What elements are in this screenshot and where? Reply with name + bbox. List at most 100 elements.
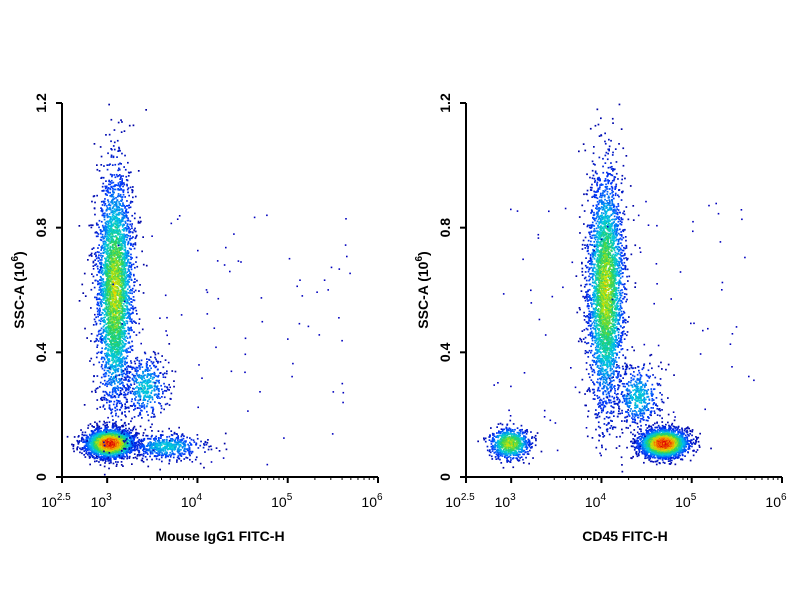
event-dot <box>122 453 125 456</box>
event-dot <box>89 434 92 437</box>
event-dot <box>106 303 108 305</box>
event-dot <box>106 286 108 288</box>
event-dot <box>106 284 108 286</box>
event-dot <box>72 444 75 446</box>
event-dot <box>119 149 121 152</box>
event-dot <box>96 232 99 234</box>
event-dot <box>95 235 98 238</box>
event-dot <box>107 250 110 252</box>
event-dot <box>125 292 127 294</box>
event-dot <box>93 195 96 197</box>
event-dot <box>117 182 120 184</box>
event-dot <box>107 201 110 203</box>
event-dot <box>100 246 103 248</box>
event-dot <box>125 362 128 364</box>
event-dot <box>122 278 124 281</box>
event-dot <box>125 258 127 260</box>
event-dot <box>97 431 100 433</box>
event-dot <box>117 389 120 392</box>
event-dot <box>97 330 100 333</box>
event-dot <box>106 256 109 259</box>
event-dot <box>123 271 126 273</box>
event-dot <box>95 455 98 458</box>
event-dot <box>137 220 140 223</box>
event-dot <box>111 241 113 244</box>
event-dot <box>109 249 112 251</box>
event-dot <box>134 230 137 233</box>
event-dot <box>115 366 117 368</box>
event-dot <box>96 430 99 433</box>
event-dot <box>100 434 103 437</box>
event-dot <box>115 461 117 463</box>
event-dot <box>106 226 108 229</box>
event-dot <box>126 454 128 457</box>
event-dot <box>118 365 121 367</box>
event-dot <box>81 437 83 440</box>
event-dot <box>92 261 95 264</box>
event-dot <box>124 286 126 288</box>
event-dot <box>120 432 123 435</box>
event-dot <box>85 440 87 443</box>
event-dot <box>119 335 122 338</box>
event-dot <box>104 355 107 357</box>
event-dot <box>95 296 98 299</box>
event-dot <box>122 216 125 218</box>
event-dot <box>110 400 112 403</box>
event-dot <box>111 219 114 222</box>
event-dot <box>101 230 104 233</box>
event-dot <box>125 216 128 219</box>
event-dot <box>118 408 121 411</box>
event-dot <box>103 267 106 270</box>
event-dot <box>93 286 96 289</box>
event-dot <box>88 441 90 444</box>
event-dot <box>122 193 125 196</box>
event-dot <box>130 253 132 256</box>
event-dot <box>113 343 116 345</box>
event-dot <box>120 131 123 133</box>
event-dot <box>120 358 123 360</box>
event-dot <box>126 254 128 257</box>
event-dot <box>127 279 129 282</box>
event-dot <box>101 185 104 188</box>
event-dot <box>126 219 129 222</box>
event-dot <box>104 260 107 263</box>
event-dot <box>117 233 119 236</box>
event-dot <box>135 261 137 263</box>
event-dot <box>128 255 130 257</box>
event-dot <box>83 441 86 443</box>
event-dot <box>95 254 97 257</box>
event-dot <box>112 181 115 184</box>
event-dot <box>106 248 108 251</box>
event-dot <box>116 364 118 366</box>
event-dot <box>106 357 108 359</box>
event-dot <box>116 175 119 178</box>
event-dot <box>122 384 124 386</box>
event-dot <box>114 368 117 370</box>
event-dot <box>123 343 125 345</box>
event-dot <box>106 263 109 266</box>
event-dot <box>113 377 115 380</box>
event-dot <box>105 273 108 276</box>
event-dot <box>117 219 119 221</box>
event-dot <box>127 240 130 243</box>
event-dot <box>118 203 121 205</box>
event-dot <box>106 205 108 207</box>
event-dot <box>124 207 126 209</box>
event-dot <box>84 434 86 437</box>
event-dot <box>122 316 124 318</box>
event-dot <box>107 190 109 193</box>
event-dot <box>114 396 117 399</box>
event-dot <box>114 453 116 456</box>
event-dot <box>122 431 125 434</box>
event-dot <box>127 251 130 254</box>
event-dot <box>101 456 104 458</box>
event-dot <box>104 230 107 233</box>
population-1 <box>66 420 159 468</box>
event-dot <box>98 219 101 222</box>
event-dot <box>115 203 118 206</box>
event-dot <box>105 253 108 255</box>
event-dot <box>94 441 97 443</box>
event-dot <box>106 238 109 241</box>
event-dot <box>126 368 129 370</box>
event-dot <box>98 251 100 254</box>
